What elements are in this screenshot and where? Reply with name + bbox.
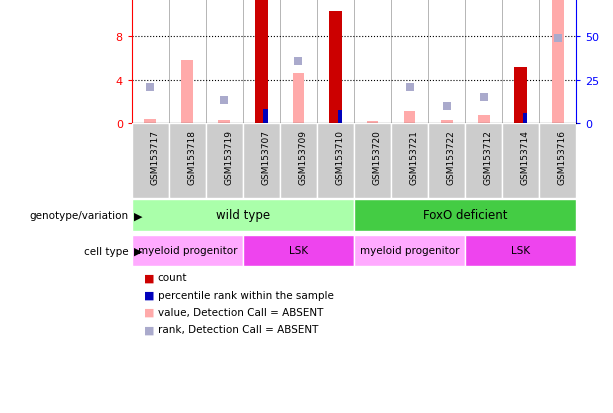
Bar xyxy=(367,122,378,124)
Text: GSM153721: GSM153721 xyxy=(409,130,419,185)
Bar xyxy=(502,124,539,198)
Bar xyxy=(181,61,193,124)
Bar xyxy=(552,0,563,124)
Text: GSM153722: GSM153722 xyxy=(447,130,455,185)
Text: GSM153709: GSM153709 xyxy=(299,130,308,185)
Text: ▶: ▶ xyxy=(134,246,142,256)
Bar xyxy=(132,124,169,198)
Bar xyxy=(428,124,465,198)
Bar xyxy=(218,121,230,124)
Text: GSM153718: GSM153718 xyxy=(188,130,196,185)
Text: LSK: LSK xyxy=(511,245,530,255)
Text: rank, Detection Call = ABSENT: rank, Detection Call = ABSENT xyxy=(158,325,318,335)
Bar xyxy=(243,235,354,267)
Text: ▶: ▶ xyxy=(134,211,142,221)
Bar xyxy=(243,124,280,198)
Text: FoxO deficient: FoxO deficient xyxy=(423,209,508,222)
Bar xyxy=(465,235,576,267)
Bar xyxy=(280,124,317,198)
Bar xyxy=(539,124,576,198)
Text: genotype/variation: genotype/variation xyxy=(29,211,129,221)
Text: ■: ■ xyxy=(144,307,154,317)
Bar xyxy=(354,124,391,198)
Text: GSM153714: GSM153714 xyxy=(520,130,530,185)
Bar xyxy=(264,110,268,124)
Bar xyxy=(145,120,156,124)
Bar xyxy=(329,12,342,124)
Bar xyxy=(354,235,465,267)
Bar xyxy=(403,112,416,124)
Bar xyxy=(338,111,342,124)
Text: ■: ■ xyxy=(144,273,154,282)
Text: cell type: cell type xyxy=(84,246,129,256)
Text: ■: ■ xyxy=(144,325,154,335)
Bar xyxy=(132,200,354,232)
Text: GSM153707: GSM153707 xyxy=(261,130,270,185)
Text: GSM153712: GSM153712 xyxy=(484,130,493,185)
Text: LSK: LSK xyxy=(289,245,308,255)
Bar xyxy=(292,74,305,124)
Bar xyxy=(206,124,243,198)
Text: count: count xyxy=(158,273,187,282)
Bar xyxy=(478,115,490,124)
Text: myeloid progenitor: myeloid progenitor xyxy=(360,245,459,255)
Bar xyxy=(523,114,527,124)
Text: GSM153710: GSM153710 xyxy=(335,130,345,185)
Text: GSM153717: GSM153717 xyxy=(150,130,159,185)
Bar xyxy=(317,124,354,198)
Text: value, Detection Call = ABSENT: value, Detection Call = ABSENT xyxy=(158,307,323,317)
Bar xyxy=(465,124,502,198)
Text: ■: ■ xyxy=(144,290,154,300)
Bar xyxy=(132,235,243,267)
Text: GSM153719: GSM153719 xyxy=(224,130,234,185)
Bar xyxy=(391,124,428,198)
Text: wild type: wild type xyxy=(216,209,270,222)
Text: GSM153720: GSM153720 xyxy=(373,130,381,185)
Bar xyxy=(514,68,527,124)
Bar xyxy=(441,121,452,124)
Text: percentile rank within the sample: percentile rank within the sample xyxy=(158,290,333,300)
Bar xyxy=(255,0,268,124)
Bar xyxy=(354,200,576,232)
Text: GSM153716: GSM153716 xyxy=(558,130,566,185)
Text: myeloid progenitor: myeloid progenitor xyxy=(137,245,237,255)
Bar xyxy=(169,124,206,198)
